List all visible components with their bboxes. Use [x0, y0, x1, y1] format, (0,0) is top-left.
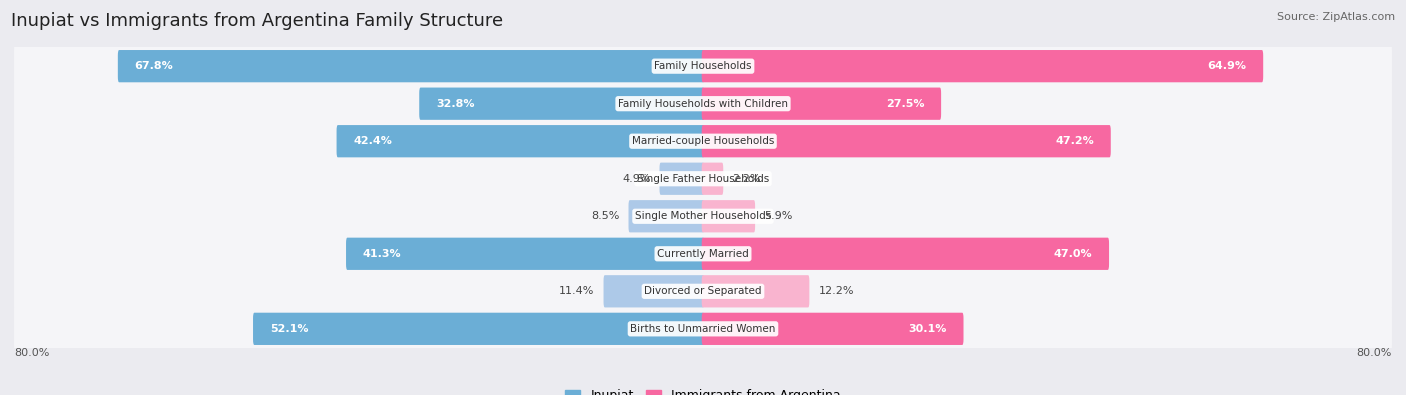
FancyBboxPatch shape: [702, 163, 723, 195]
FancyBboxPatch shape: [118, 50, 704, 82]
FancyBboxPatch shape: [253, 313, 704, 345]
Text: Single Mother Households: Single Mother Households: [636, 211, 770, 221]
Text: 27.5%: 27.5%: [886, 99, 924, 109]
Text: Family Households: Family Households: [654, 61, 752, 71]
Legend: Inupiat, Immigrants from Argentina: Inupiat, Immigrants from Argentina: [560, 384, 846, 395]
Text: 67.8%: 67.8%: [135, 61, 173, 71]
Text: Single Father Households: Single Father Households: [637, 174, 769, 184]
Text: 11.4%: 11.4%: [560, 286, 595, 296]
FancyBboxPatch shape: [14, 265, 1392, 317]
Text: 64.9%: 64.9%: [1208, 61, 1246, 71]
Text: 47.2%: 47.2%: [1056, 136, 1094, 146]
Text: 8.5%: 8.5%: [591, 211, 620, 221]
Text: 47.0%: 47.0%: [1053, 249, 1092, 259]
FancyBboxPatch shape: [659, 163, 704, 195]
Text: 32.8%: 32.8%: [436, 99, 475, 109]
Text: 2.2%: 2.2%: [733, 174, 761, 184]
FancyBboxPatch shape: [702, 88, 941, 120]
FancyBboxPatch shape: [603, 275, 704, 307]
FancyBboxPatch shape: [702, 50, 1263, 82]
FancyBboxPatch shape: [14, 40, 1392, 92]
Text: 5.9%: 5.9%: [763, 211, 793, 221]
FancyBboxPatch shape: [702, 125, 1111, 157]
FancyBboxPatch shape: [419, 88, 704, 120]
FancyBboxPatch shape: [702, 238, 1109, 270]
Text: 42.4%: 42.4%: [353, 136, 392, 146]
FancyBboxPatch shape: [14, 153, 1392, 205]
Text: 41.3%: 41.3%: [363, 249, 402, 259]
Text: 52.1%: 52.1%: [270, 324, 308, 334]
FancyBboxPatch shape: [336, 125, 704, 157]
Text: Currently Married: Currently Married: [657, 249, 749, 259]
FancyBboxPatch shape: [14, 78, 1392, 130]
FancyBboxPatch shape: [702, 313, 963, 345]
Text: Divorced or Separated: Divorced or Separated: [644, 286, 762, 296]
Text: Inupiat vs Immigrants from Argentina Family Structure: Inupiat vs Immigrants from Argentina Fam…: [11, 12, 503, 30]
Text: 80.0%: 80.0%: [1357, 348, 1392, 357]
Text: 30.1%: 30.1%: [908, 324, 946, 334]
FancyBboxPatch shape: [14, 115, 1392, 167]
FancyBboxPatch shape: [702, 200, 755, 232]
FancyBboxPatch shape: [628, 200, 704, 232]
FancyBboxPatch shape: [702, 275, 810, 307]
FancyBboxPatch shape: [14, 303, 1392, 355]
Text: 80.0%: 80.0%: [14, 348, 49, 357]
FancyBboxPatch shape: [14, 228, 1392, 280]
Text: 4.9%: 4.9%: [621, 174, 651, 184]
FancyBboxPatch shape: [346, 238, 704, 270]
Text: Births to Unmarried Women: Births to Unmarried Women: [630, 324, 776, 334]
Text: 12.2%: 12.2%: [818, 286, 853, 296]
Text: Source: ZipAtlas.com: Source: ZipAtlas.com: [1277, 12, 1395, 22]
FancyBboxPatch shape: [14, 190, 1392, 242]
Text: Family Households with Children: Family Households with Children: [619, 99, 787, 109]
Text: Married-couple Households: Married-couple Households: [631, 136, 775, 146]
